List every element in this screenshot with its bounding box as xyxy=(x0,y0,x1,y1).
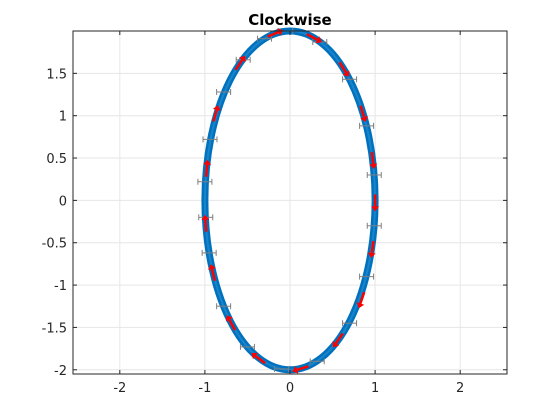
direction-arrow-shaft xyxy=(254,355,266,365)
y-axis: -2 -1.5 -1 -0.5 0 0.5 1 1.5 xyxy=(42,67,507,379)
grid xyxy=(73,31,507,374)
x-tick-label: 0 xyxy=(286,381,294,396)
direction-arrow-head xyxy=(367,252,376,258)
direction-arrow-shaft xyxy=(359,105,366,118)
y-tick-label: -2 xyxy=(54,364,67,379)
direction-arrow-shaft xyxy=(338,61,348,74)
direction-arrow-shaft xyxy=(210,268,217,282)
y-tick-label: 0 xyxy=(59,194,67,209)
direction-arrow-head xyxy=(203,159,212,166)
direction-arrow-head xyxy=(277,28,284,36)
direction-arrow-shaft xyxy=(370,151,375,165)
direction-arrow-head xyxy=(371,206,380,212)
y-tick-label: 1.5 xyxy=(46,67,67,82)
direction-arrow-head xyxy=(212,105,221,112)
y-tick-label: -1.5 xyxy=(42,321,67,336)
x-tick-label: -1 xyxy=(198,381,211,396)
direction-arrow-head xyxy=(238,55,246,63)
direction-arrow-head xyxy=(360,116,368,122)
y-tick-label: -1 xyxy=(54,279,67,294)
error-bar-series xyxy=(197,28,382,372)
direction-arrow-head xyxy=(356,302,365,309)
direction-arrow-shaft xyxy=(266,30,280,38)
y-tick-label: 1 xyxy=(59,110,67,125)
direction-arrow-head xyxy=(201,214,210,221)
y-tick-label: -0.5 xyxy=(42,237,67,252)
x-axis: -2 -1 0 1 2 xyxy=(113,31,464,396)
direction-arrow-head xyxy=(225,315,233,322)
direction-arrow-head xyxy=(332,341,340,348)
direction-arrow-shaft xyxy=(204,219,208,232)
direction-arrow-head xyxy=(369,163,378,169)
direction-arrow-head xyxy=(292,365,299,374)
direction-arrow-shaft xyxy=(296,365,309,372)
direction-arrow-head xyxy=(342,70,350,77)
direction-arrow-shaft xyxy=(370,240,375,254)
x-tick-label: 1 xyxy=(371,381,379,396)
direction-arrow-head xyxy=(315,36,322,44)
direction-arrow-shaft xyxy=(306,32,319,41)
direction-arrow-shaft xyxy=(212,109,218,122)
direction-arrow-shaft xyxy=(228,319,237,331)
direction-arrow-shaft xyxy=(234,59,244,71)
chart-title: Clockwise xyxy=(248,11,331,29)
direction-arrow-head xyxy=(208,264,216,271)
x-tick-label: 2 xyxy=(456,381,464,396)
direction-arrow-series xyxy=(201,28,380,374)
direction-arrow-shaft xyxy=(359,291,366,304)
y-tick-label: 0.5 xyxy=(46,152,67,167)
x-tick-label: -2 xyxy=(113,381,126,396)
direction-arrow-shaft xyxy=(334,332,344,345)
direction-arrow-shaft xyxy=(204,164,209,177)
direction-arrow-head xyxy=(251,352,258,360)
